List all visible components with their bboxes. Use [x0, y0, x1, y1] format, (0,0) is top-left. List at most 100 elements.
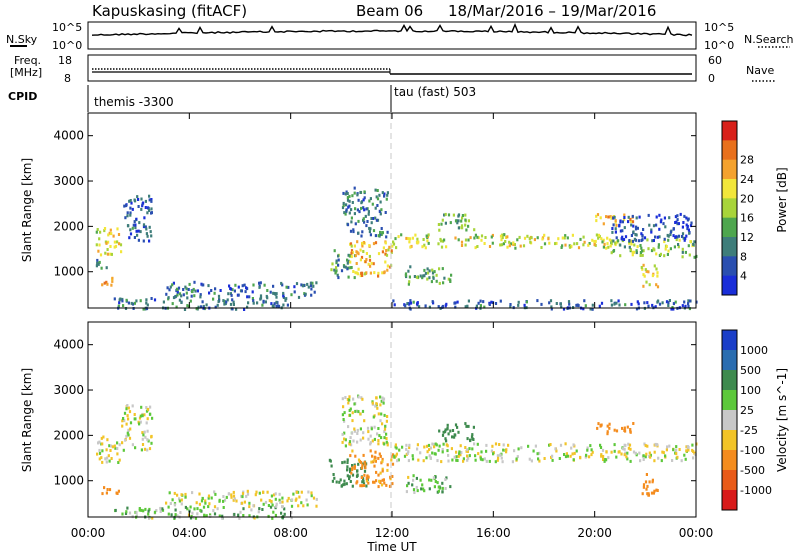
power-cell — [647, 213, 650, 217]
power-cell — [479, 304, 482, 308]
velocity-cell — [101, 449, 104, 453]
velocity-cell — [538, 459, 541, 463]
power-cell — [667, 249, 670, 253]
velocity-cell — [149, 405, 152, 409]
power-cell — [658, 235, 661, 239]
velocity-cell — [221, 516, 224, 520]
power-cell — [365, 271, 368, 275]
velocity-cell — [146, 438, 149, 442]
power-cell — [362, 206, 365, 210]
velocity-cell — [563, 453, 566, 456]
power-cell — [365, 224, 368, 228]
power-cell — [380, 227, 383, 230]
power-cell — [555, 241, 558, 245]
power-cell — [688, 231, 691, 235]
velocity-cell — [459, 453, 462, 457]
power-cell — [432, 276, 435, 280]
velocity-cell — [146, 407, 150, 411]
power-cell — [330, 268, 333, 272]
velocity-cell — [666, 445, 669, 449]
velocity-cell — [267, 514, 270, 518]
velocity-cell — [653, 450, 656, 454]
velocity-cell — [571, 452, 574, 456]
power-cell — [629, 219, 633, 223]
power-cell — [418, 305, 421, 309]
power-cell — [395, 246, 398, 250]
velocity-cell — [264, 500, 268, 504]
velocity-cell — [381, 478, 384, 482]
power-cell — [676, 218, 679, 222]
velocity-cell — [555, 449, 558, 453]
velocity-cell — [384, 424, 387, 428]
power-cell — [602, 238, 605, 242]
power-colorbar-swatch — [722, 159, 737, 180]
power-cell — [683, 214, 686, 218]
power-cell — [663, 254, 666, 258]
velocity-cell — [290, 504, 294, 508]
power-cell — [419, 274, 422, 278]
velocity-cell — [351, 419, 354, 423]
power-cell — [415, 275, 418, 279]
beam-title: Beam 06 — [356, 2, 423, 20]
power-cell — [223, 302, 226, 306]
velocity-cell — [246, 492, 250, 496]
power-cell — [628, 241, 631, 245]
power-cell — [129, 206, 132, 210]
power-cell — [335, 269, 338, 273]
power-cell — [360, 271, 364, 275]
power-cell — [684, 304, 687, 308]
power-cell — [216, 303, 219, 307]
power-cell — [473, 236, 476, 240]
power-cell — [122, 304, 125, 308]
velocity-cell — [191, 491, 194, 495]
power-cell — [645, 269, 648, 273]
power-cell — [293, 290, 296, 294]
power-cell — [681, 225, 684, 229]
power-cell — [346, 192, 349, 195]
velocity-cell — [143, 447, 147, 451]
power-cell — [602, 245, 605, 249]
velocity-cell — [98, 457, 101, 461]
power-cell — [295, 282, 299, 286]
velocity-cell — [348, 467, 351, 471]
velocity-cell — [470, 435, 474, 439]
velocity-cell — [147, 439, 150, 443]
power-cell — [352, 270, 355, 273]
power-cell — [623, 216, 626, 219]
power-cell — [692, 242, 695, 246]
velocity-cell — [428, 487, 431, 491]
power-cell — [306, 282, 309, 286]
power-colorbar-tick: 28 — [740, 154, 754, 167]
power-cell — [593, 240, 596, 243]
power-cell — [431, 268, 434, 272]
velocity-cell — [126, 506, 129, 510]
power-cell — [613, 215, 616, 219]
velocity-cell — [377, 439, 380, 442]
power-cell — [232, 300, 235, 304]
power-cell — [560, 246, 563, 249]
velocity-cell — [306, 503, 309, 507]
velocity-cell — [672, 448, 675, 452]
power-cell — [655, 283, 658, 287]
power-cell — [672, 234, 675, 238]
velocity-cell — [186, 507, 189, 511]
power-cell — [488, 303, 491, 306]
power-cell — [259, 281, 262, 285]
power-cell — [674, 221, 677, 224]
power-colorbar-frame — [721, 120, 738, 296]
velocity-cell — [159, 506, 162, 510]
power-cell — [275, 300, 278, 304]
power-cell — [469, 236, 472, 240]
power-cell — [621, 220, 624, 224]
velocity-cell — [457, 430, 460, 434]
power-cell — [184, 285, 187, 289]
power-cell — [651, 303, 654, 307]
power-cell — [346, 196, 349, 199]
power-cell — [615, 301, 618, 305]
power-cell — [519, 244, 522, 248]
power-cell — [677, 234, 681, 238]
power-cell — [131, 226, 134, 230]
velocity-cell — [366, 426, 370, 430]
power-cell — [570, 245, 573, 249]
